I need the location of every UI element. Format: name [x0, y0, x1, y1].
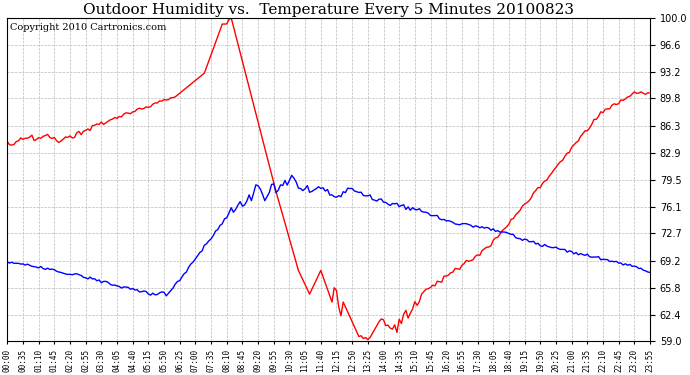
- Text: Copyright 2010 Cartronics.com: Copyright 2010 Cartronics.com: [10, 23, 167, 32]
- Title: Outdoor Humidity vs.  Temperature Every 5 Minutes 20100823: Outdoor Humidity vs. Temperature Every 5…: [83, 3, 574, 17]
